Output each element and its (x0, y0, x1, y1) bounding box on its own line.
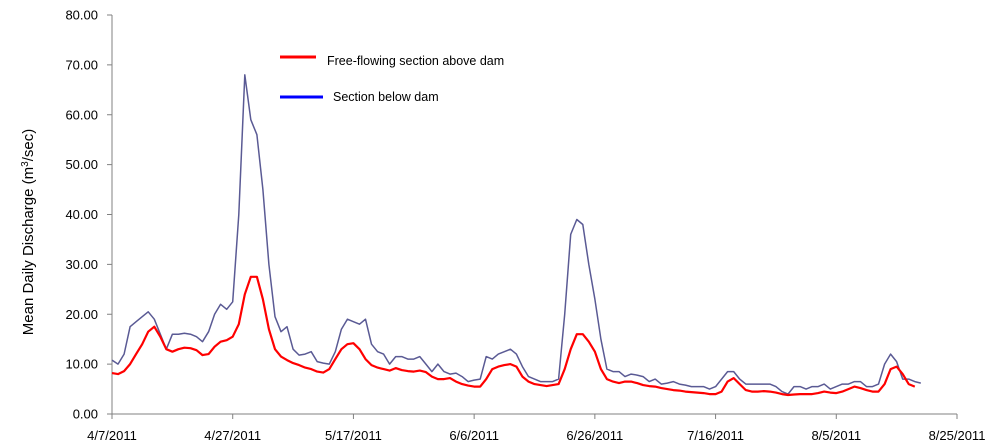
legend-label-below-dam: Section below dam (333, 90, 439, 104)
y-tick-label: 80.00 (65, 8, 98, 23)
y-axis-label: Mean Daily Discharge (m3/sec) (20, 129, 37, 335)
x-tick-label: 8/25/2011 (929, 428, 986, 443)
x-tick-label: 5/17/2011 (325, 428, 382, 443)
series-line-below-dam (111, 74, 921, 395)
y-tick-label: 50.00 (65, 157, 98, 172)
y-axis-ticks: 0.00 10.00 20.00 30.00 40.00 50.00 60.00 70.00 8… (65, 8, 112, 422)
y-tick-label: 30.00 (65, 257, 98, 272)
y-tick-label: 70.00 (65, 57, 98, 72)
legend: Free-flowing section above dam Section b… (280, 54, 504, 104)
legend-label-above-dam: Free-flowing section above dam (327, 54, 504, 68)
x-tick-label: 8/5/2011 (811, 428, 861, 443)
y-tick-label: 10.00 (65, 357, 98, 372)
y-tick-label: 0.00 (73, 407, 98, 422)
x-tick-label: 4/7/2011 (87, 428, 137, 443)
x-tick-label: 4/27/2011 (204, 428, 261, 443)
y-tick-label: 20.00 (65, 307, 98, 322)
series-line-above-dam (111, 275, 916, 397)
x-axis-ticks: 4/7/2011 4/27/2011 5/17/2011 6/6/2011 6/26/2… (87, 414, 985, 443)
x-tick-label: 6/26/2011 (566, 428, 623, 443)
x-tick-label: 6/6/2011 (449, 428, 499, 443)
x-tick-label: 7/16/2011 (687, 428, 744, 443)
series-layer (111, 74, 921, 397)
y-tick-label: 40.00 (65, 207, 98, 222)
y-tick-label: 60.00 (65, 107, 98, 122)
